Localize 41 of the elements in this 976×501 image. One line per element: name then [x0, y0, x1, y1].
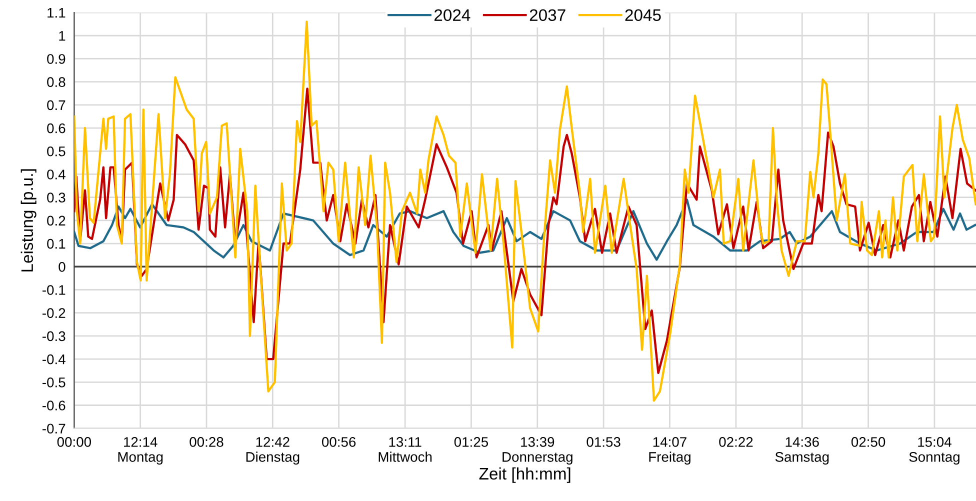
y-tick-label: 0.8	[47, 77, 66, 87]
y-tick-label: -0.1	[42, 285, 66, 295]
y-tick-label: -0.2	[42, 308, 66, 318]
y-tick-label: -0.5	[42, 377, 66, 388]
x-axis-title: Zeit [hh:mm]	[479, 467, 570, 483]
x-tick-label: 02:50	[851, 437, 886, 447]
legend-label: 2024	[434, 9, 470, 22]
y-tick-label: 0.9	[47, 54, 66, 64]
x-tick-label: 13:39 Donnerstag	[502, 437, 572, 465]
x-tick-label: 00:00	[57, 437, 92, 447]
y-tick-label: 1.1	[48, 8, 66, 18]
y-tick-label: -0.7	[42, 424, 66, 434]
y-tick-label: -0.4	[42, 354, 66, 364]
y-tick-label: 0.4	[47, 170, 66, 180]
x-tick-label: 02:22	[719, 437, 753, 447]
x-tick-label: 13:11 Mittwoch	[378, 437, 432, 462]
line-series	[74, 88, 976, 374]
y-tick-label: 0.7	[47, 100, 66, 110]
x-tick-label: 14:07 Freitag	[649, 437, 690, 465]
y-tick-label: 0.3	[47, 192, 66, 203]
y-tick-label: 0.5	[47, 146, 66, 156]
y-tick-label: -0.3	[42, 331, 66, 342]
y-tick-label: -0.6	[42, 400, 66, 410]
legend-label: 2045	[625, 9, 661, 22]
x-tick-label: 00:56	[322, 437, 356, 447]
x-tick-label: 15:04 Sonntag	[909, 437, 960, 465]
y-tick-label: 0.6	[47, 123, 66, 134]
y-tick-label: 1	[59, 31, 66, 41]
x-tick-label: 01:25	[454, 437, 488, 447]
legend-label: 2037	[530, 9, 566, 22]
x-tick-label: 12:42 Dienstag	[246, 437, 300, 465]
y-tick-label: 0	[58, 262, 66, 272]
x-tick-label: 00:28	[190, 437, 224, 447]
x-tick-label: 14:36 Samstag	[775, 437, 829, 465]
y-axis-title: Leistung [p.u.]	[20, 169, 36, 272]
x-tick-label: 01:53	[586, 437, 620, 447]
y-tick-label: 0.1	[47, 238, 66, 249]
x-tick-label: 12:14 Montag	[118, 437, 163, 465]
line-series	[74, 198, 976, 261]
line-series	[74, 20, 976, 402]
y-tick-label: 0.2	[47, 216, 66, 226]
